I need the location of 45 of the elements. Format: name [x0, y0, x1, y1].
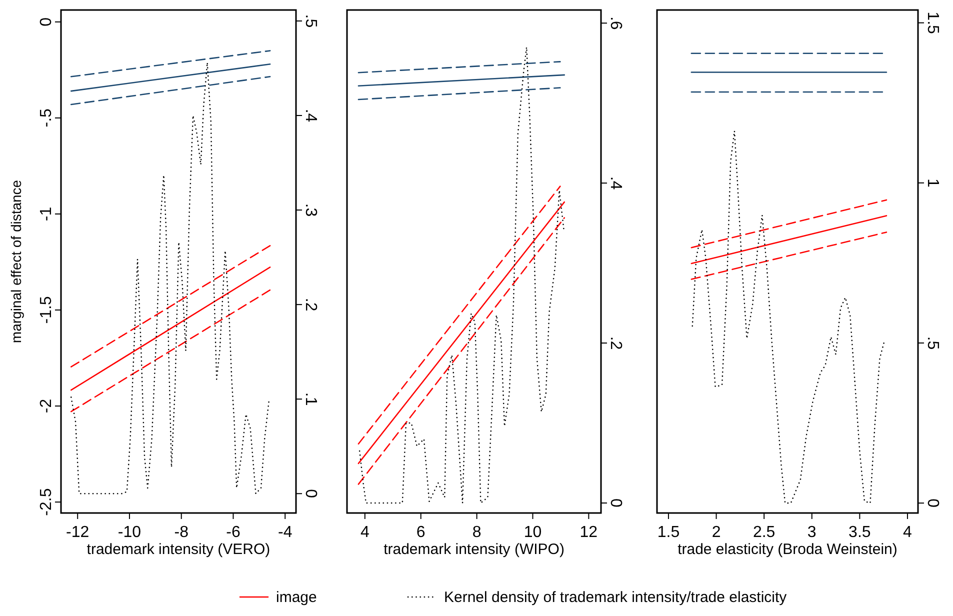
line-series	[358, 46, 564, 504]
y2-tick-label: 1.5	[924, 12, 941, 34]
x-axis-title: trademark intensity (WIPO)	[384, 541, 564, 558]
x-tick-label: 4	[360, 524, 370, 541]
y2-tick-label: 0	[924, 498, 941, 508]
y2-tick-label: .1	[302, 392, 319, 406]
y-tick-label: -1	[38, 206, 55, 222]
x-tick-label: 12	[580, 524, 598, 541]
legend-label: Kernel density of trademark intensity/trade elasticity	[444, 589, 788, 606]
line-series	[70, 62, 270, 494]
y-tick-label: -1.5	[38, 296, 55, 324]
x-tick-label: 1.5	[657, 524, 680, 541]
y-tick-label: -2	[38, 398, 55, 414]
x-tick-label: -6	[226, 524, 240, 541]
x-tick-label: 8	[472, 524, 482, 541]
y-tick-label: -.5	[38, 108, 55, 128]
x-tick-label: 4	[903, 524, 912, 541]
x-tick-label: -8	[174, 524, 189, 541]
x-tick-label: -12	[66, 524, 90, 541]
y2-tick-label: .2	[302, 298, 319, 312]
y2-tick-label: .4	[607, 176, 624, 190]
y2-tick-label: .4	[302, 108, 319, 122]
x-tick-label: 2.5	[752, 524, 776, 541]
y-axis-title: marginal effect of distance	[8, 180, 24, 344]
line-series	[692, 130, 886, 504]
y2-tick-label: 0	[302, 489, 319, 498]
x-tick-label: 10	[524, 524, 542, 541]
y2-tick-label: .6	[607, 16, 624, 30]
y2-tick-label: 0	[607, 498, 624, 508]
x-tick-label: 3.5	[848, 524, 871, 541]
x-tick-label: 2	[712, 524, 721, 541]
x-axis-title: trade elasticity (Broda Weinstein)	[678, 541, 898, 558]
x-axis-title: trademark intensity (VERO)	[86, 541, 270, 558]
y-tick-label: -2.5	[38, 488, 55, 516]
y2-tick-label: .3	[302, 203, 319, 217]
y-tick-label: 0	[38, 17, 55, 26]
x-tick-label: -4	[278, 524, 292, 541]
x-tick-label: 6	[416, 524, 426, 541]
y2-tick-label: .2	[607, 336, 624, 350]
y2-tick-label: .5	[924, 336, 941, 350]
x-tick-label: 3	[807, 524, 816, 541]
legend-label: image	[276, 589, 317, 606]
y2-tick-label: 1	[924, 178, 941, 188]
x-tick-label: -10	[118, 524, 142, 541]
y2-tick-label: .5	[302, 14, 319, 28]
